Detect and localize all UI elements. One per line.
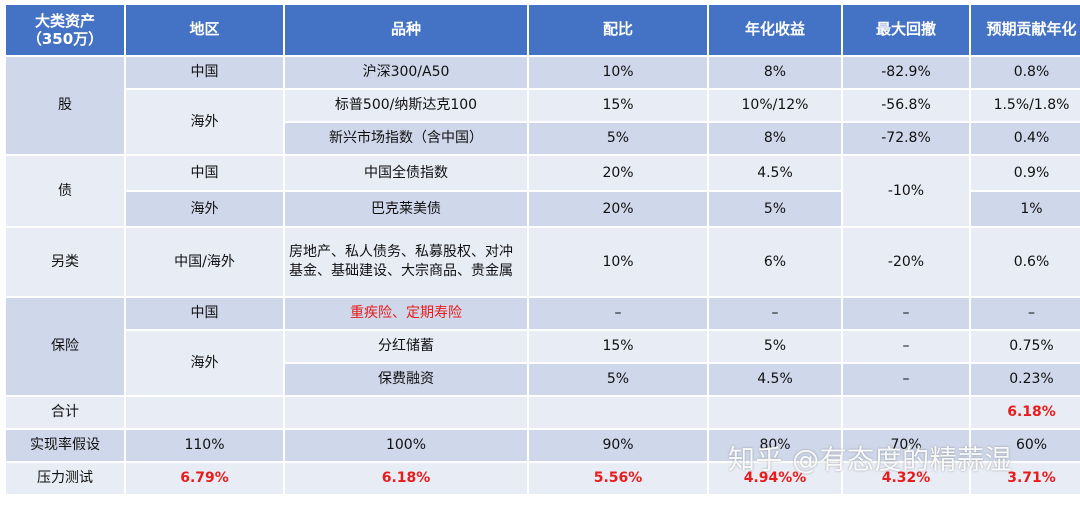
table-row: 股 中国 沪深300/A50 10% 8% -82.9% 0.8% [6,57,1080,154]
contribution-cell: 0.6% [971,228,1080,296]
ratio-cell: 10% [529,228,707,296]
contribution-cell: 1.5%/1.8% [971,90,1080,121]
contribution-cell: 0.23% [971,364,1080,395]
asset-class-cell: 保险 [6,298,124,395]
stress-test-value: 6.79% [126,463,283,494]
stress-test-value: 3.71% [971,463,1080,494]
header-asset-class: 大类资产 （350万） [6,5,124,55]
asset-class-cell: 另类 [6,228,124,296]
total-row: 合计 6.18% [6,397,1080,428]
contribution-cell: 0.75% [971,331,1080,362]
drawdown-cell: – [843,298,969,329]
table-row: 海外 分红储蓄 15% 5% – 0.75% [6,331,1080,395]
product-cell: 新兴市场指数（含中国） [285,123,527,154]
drawdown-cell: -10% [843,156,969,226]
header-expected-contribution: 预期贡献年化 [971,5,1080,55]
region-cell: 海外 [126,192,283,226]
watermark: 知乎 @有态度的精蒜湿 [728,445,1013,476]
product-cell: 沪深300/A50 [285,57,527,88]
empty-cell [285,397,527,428]
drawdown-cell: -56.8% [843,90,969,121]
header-annual-return: 年化收益 [709,5,841,55]
return-cell: 8% [709,57,841,88]
assumption-row: 实现率假设 110% 100% 90% 80% 70% 60% [6,430,1080,461]
region-cell: 海外 [126,90,283,154]
total-contribution: 6.18% [971,397,1080,428]
header-row: 大类资产 （350万） 地区 品种 配比 年化收益 最大回撤 预期贡献年化 [6,5,1080,55]
header-max-drawdown: 最大回撤 [843,5,969,55]
drawdown-cell: – [843,364,969,395]
assumption-value: 100% [285,430,527,461]
table-row: 保费融资 5% 4.5% – 0.23% [6,364,1080,395]
ratio-cell: 15% [529,331,707,362]
stress-test-value: 6.18% [285,463,527,494]
ratio-cell: 5% [529,123,707,154]
product-cell: 保费融资 [285,364,527,395]
return-cell: 4.5% [709,364,841,395]
contribution-cell: 0.4% [971,123,1080,154]
region-cell: 海外 [126,331,283,395]
region-cell: 中国 [126,298,283,329]
product-cell: 分红储蓄 [285,331,527,362]
contribution-cell: 0.9% [971,156,1080,190]
ratio-cell: 10% [529,57,707,88]
header-ratio: 配比 [529,5,707,55]
return-cell: 4.5% [709,156,841,190]
return-cell: – [709,298,841,329]
total-label: 合计 [6,397,124,428]
assumption-value: 70% [843,430,969,461]
ratio-cell: 15% [529,90,707,121]
assumption-value: 80% [709,430,841,461]
stress-test-label: 压力测试 [6,463,124,494]
return-cell: 5% [709,192,841,226]
region-cell: 中国 [126,57,283,88]
assumption-label: 实现率假设 [6,430,124,461]
table-row: 债 中国 中国全债指数 20% 4.5% -10% 0.9% [6,156,1080,226]
stress-test-value: 5.56% [529,463,707,494]
table-row: 另类 中国/海外 房地产、私人债务、私募股权、对冲基金、基础建设、大宗商品、贵金… [6,228,1080,296]
return-cell: 5% [709,331,841,362]
drawdown-cell: – [843,331,969,362]
contribution-cell: 1% [971,192,1080,226]
asset-class-cell: 股 [6,57,124,154]
drawdown-cell: -72.8% [843,123,969,154]
assumption-value: 60% [971,430,1080,461]
product-cell: 重疾险、定期寿险 [285,298,527,329]
product-cell: 巴克莱美债 [285,192,527,226]
return-cell: 6% [709,228,841,296]
ratio-cell: 5% [529,364,707,395]
product-cell: 中国全债指数 [285,156,527,190]
contribution-cell: 0.8% [971,57,1080,88]
header-product: 品种 [285,5,527,55]
empty-cell [529,397,707,428]
assumption-value: 90% [529,430,707,461]
allocation-table: 大类资产 （350万） 地区 品种 配比 年化收益 最大回撤 预期贡献年化 股 … [4,3,1080,496]
stress-test-value: 4.94%% [709,463,841,494]
product-cell: 标普500/纳斯达克100 [285,90,527,121]
stress-test-row: 压力测试 6.79% 6.18% 5.56% 4.94%% 4.32% 3.71… [6,463,1080,494]
header-region: 地区 [126,5,283,55]
ratio-cell: – [529,298,707,329]
return-cell: 10%/12% [709,90,841,121]
table-row: 海外 巴克莱美债 20% 5% 1% [6,192,1080,226]
table-row: 新兴市场指数（含中国） 5% 8% -72.8% 0.4% [6,123,1080,154]
assumption-value: 110% [126,430,283,461]
ratio-cell: 20% [529,156,707,190]
drawdown-cell: -82.9% [843,57,969,88]
return-cell: 8% [709,123,841,154]
empty-cell [709,397,841,428]
asset-class-cell: 债 [6,156,124,226]
region-cell: 中国/海外 [126,228,283,296]
table-row: 保险 中国 重疾险、定期寿险 – – – – [6,298,1080,395]
drawdown-cell: -20% [843,228,969,296]
empty-cell [843,397,969,428]
product-cell: 房地产、私人债务、私募股权、对冲基金、基础建设、大宗商品、贵金属 [285,228,527,296]
stress-test-value: 4.32% [843,463,969,494]
empty-cell [126,397,283,428]
ratio-cell: 20% [529,192,707,226]
region-cell: 中国 [126,156,283,190]
contribution-cell: – [971,298,1080,329]
table-row: 海外 标普500/纳斯达克100 15% 10%/12% -56.8% 1.5%… [6,90,1080,154]
